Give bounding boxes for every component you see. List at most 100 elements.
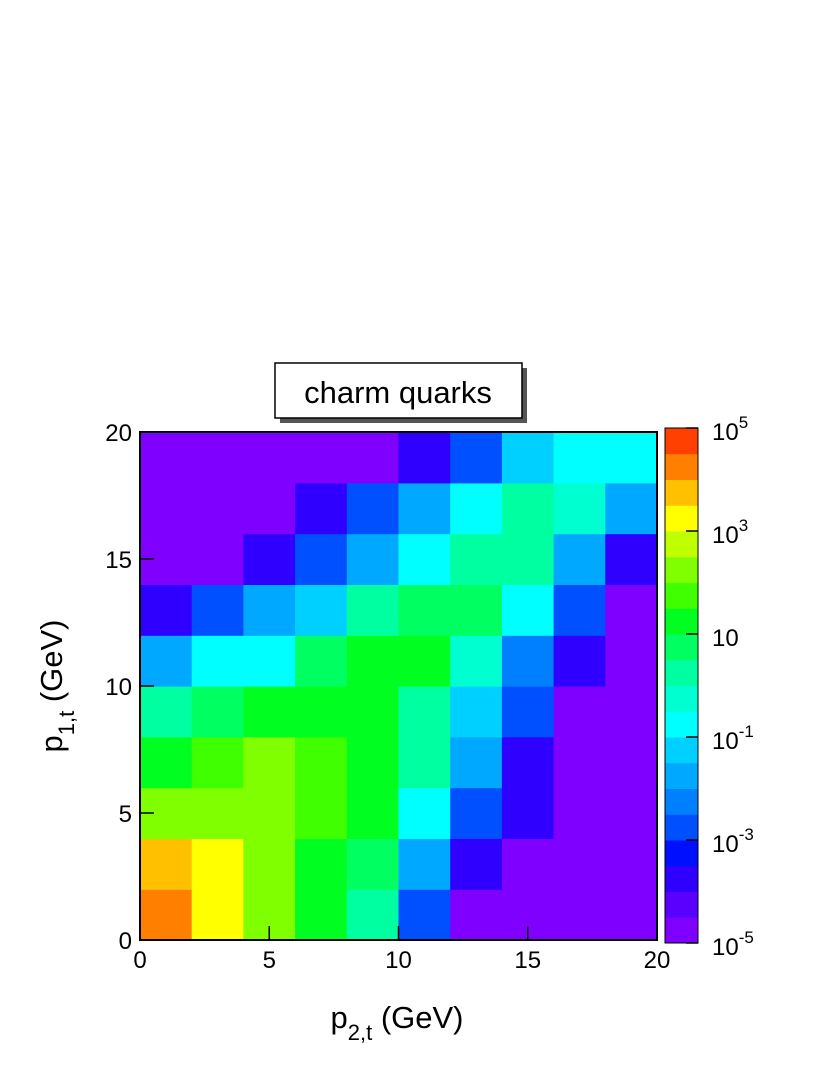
cell bbox=[553, 584, 606, 636]
cell bbox=[191, 482, 244, 535]
cell bbox=[295, 635, 348, 687]
color-bar-band bbox=[665, 711, 698, 738]
cell bbox=[501, 533, 555, 585]
cell bbox=[501, 787, 555, 839]
z-tick-base: 10 bbox=[712, 419, 739, 446]
cell bbox=[295, 533, 348, 585]
color-bar-band bbox=[665, 659, 698, 686]
cell bbox=[605, 686, 658, 738]
cell bbox=[140, 736, 193, 789]
cell bbox=[140, 838, 193, 890]
color-bar-band bbox=[665, 788, 698, 815]
cell bbox=[450, 635, 503, 687]
cell bbox=[398, 432, 451, 484]
cell bbox=[295, 432, 348, 484]
cell bbox=[398, 889, 451, 941]
z-tick-exponent: -3 bbox=[739, 825, 754, 844]
cell bbox=[501, 432, 555, 484]
x-tick-label: 5 bbox=[263, 947, 276, 974]
color-bar-band bbox=[665, 505, 698, 532]
cell bbox=[450, 787, 503, 839]
color-bar-band bbox=[665, 634, 698, 661]
cell bbox=[295, 736, 348, 789]
x-tick-label: 0 bbox=[133, 947, 146, 974]
cell bbox=[398, 584, 451, 636]
cell bbox=[295, 584, 348, 636]
cell bbox=[553, 533, 606, 585]
cell bbox=[553, 432, 606, 484]
cell bbox=[501, 838, 555, 890]
color-bar-band bbox=[665, 582, 698, 609]
x-axis-label: p2,t (GeV) bbox=[330, 1000, 463, 1045]
title-box bbox=[274, 362, 523, 419]
cell bbox=[450, 533, 503, 585]
cell bbox=[191, 584, 244, 636]
cell bbox=[605, 736, 658, 789]
color-bar-band bbox=[665, 840, 698, 867]
cell bbox=[243, 787, 296, 839]
cell bbox=[243, 533, 296, 585]
color-bar-band bbox=[665, 814, 698, 841]
cell bbox=[346, 533, 400, 585]
cell bbox=[501, 635, 555, 687]
y-axis-label: p1,t (GeV) bbox=[34, 619, 79, 752]
x-label-subscript: 2,t bbox=[348, 1020, 372, 1045]
color-bar-band bbox=[665, 685, 698, 712]
z-tick-base: 10 bbox=[712, 728, 739, 755]
cell bbox=[140, 889, 193, 941]
cell bbox=[398, 635, 451, 687]
cell bbox=[605, 584, 658, 636]
z-tick-label: 10 bbox=[712, 625, 739, 652]
cell bbox=[553, 787, 606, 839]
cell bbox=[398, 736, 451, 789]
cell bbox=[553, 686, 606, 738]
cell bbox=[501, 686, 555, 738]
cell bbox=[243, 686, 296, 738]
z-tick-label: 10-3 bbox=[712, 825, 754, 858]
cell bbox=[553, 838, 606, 890]
y-tick-label: 5 bbox=[119, 801, 132, 828]
cell bbox=[191, 533, 244, 585]
cell bbox=[501, 482, 555, 535]
cell bbox=[295, 889, 348, 941]
color-bar-band bbox=[665, 556, 698, 583]
cell bbox=[191, 838, 244, 890]
z-tick-exponent: 5 bbox=[739, 413, 748, 432]
z-tick-label: 105 bbox=[712, 413, 748, 446]
x-tick-label: 20 bbox=[644, 947, 671, 974]
cell bbox=[450, 482, 503, 535]
x-label-symbol: p bbox=[330, 1000, 347, 1035]
cell bbox=[295, 838, 348, 890]
cell bbox=[605, 787, 658, 839]
z-tick-exponent: 3 bbox=[739, 516, 748, 535]
y-label-space bbox=[34, 702, 69, 711]
cell bbox=[295, 482, 348, 535]
cell bbox=[346, 686, 400, 738]
cell bbox=[450, 838, 503, 890]
cell bbox=[140, 482, 193, 535]
cell bbox=[605, 838, 658, 890]
cell bbox=[346, 482, 400, 535]
cell bbox=[346, 584, 400, 636]
z-tick-base: 10 bbox=[712, 934, 739, 961]
cell bbox=[243, 736, 296, 789]
cell bbox=[553, 482, 606, 535]
cell bbox=[605, 432, 658, 484]
cell bbox=[450, 584, 503, 636]
cell bbox=[605, 482, 658, 535]
cell bbox=[553, 635, 606, 687]
cell bbox=[605, 635, 658, 687]
cell bbox=[346, 432, 400, 484]
cell bbox=[140, 635, 193, 687]
z-tick-label: 103 bbox=[712, 516, 748, 549]
contour-cells bbox=[140, 432, 658, 941]
cell bbox=[243, 635, 296, 687]
z-tick-label: 10-5 bbox=[712, 928, 754, 961]
cell bbox=[553, 889, 606, 941]
axes: 0 5 10 15 20 0 5 10 15 20 bbox=[105, 420, 670, 974]
cell bbox=[140, 686, 193, 738]
x-label-space bbox=[372, 1000, 381, 1035]
cell bbox=[398, 838, 451, 890]
cell bbox=[346, 736, 400, 789]
cell bbox=[243, 838, 296, 890]
